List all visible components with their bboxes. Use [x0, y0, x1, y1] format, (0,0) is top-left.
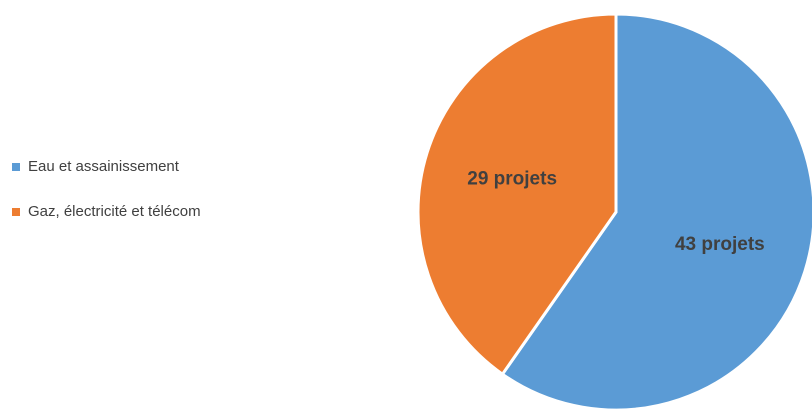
slice-label: 29 projets: [467, 168, 557, 189]
pie-slice: [500, 12, 812, 412]
slice-label: 43 projets: [675, 234, 765, 255]
pie-slice: [416, 12, 618, 377]
legend-text: Gaz, électricité et télécom: [28, 203, 201, 220]
legend-swatch: [12, 163, 20, 171]
legend-text: Eau et assainissement: [28, 158, 180, 175]
legend-swatch: [12, 208, 20, 216]
